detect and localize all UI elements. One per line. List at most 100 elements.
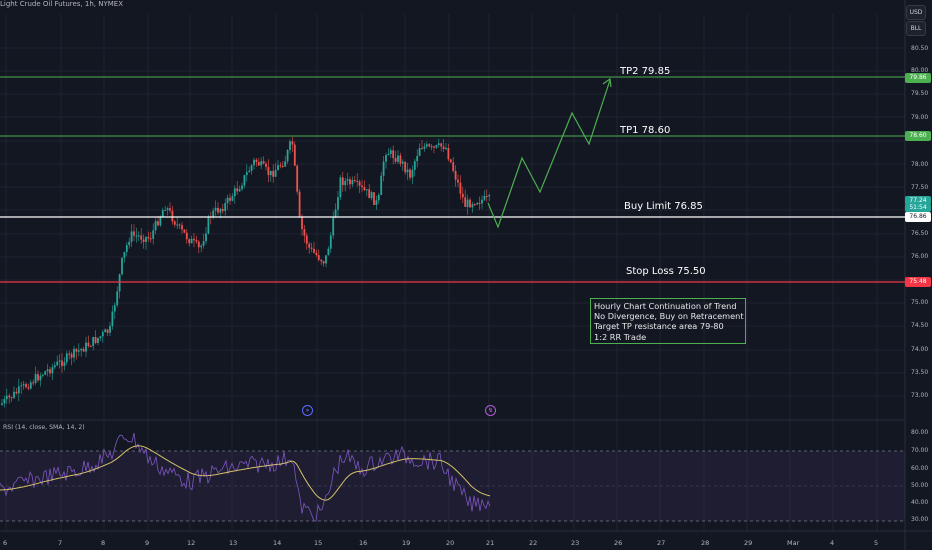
lightning-icon[interactable]: ↯ xyxy=(485,405,496,416)
tp2-label: TP2 79.85 xyxy=(620,66,671,77)
annotation-line: No Divergence, Buy on Retracement xyxy=(594,311,744,322)
candle-body xyxy=(46,369,49,372)
candle-body xyxy=(8,395,11,398)
candle-body xyxy=(219,208,222,213)
candle-body xyxy=(428,144,431,147)
candle-body xyxy=(1,403,3,405)
candle-body xyxy=(409,169,411,178)
candle-body xyxy=(473,204,476,206)
price-label: 74.50 xyxy=(911,322,929,329)
candle-body xyxy=(262,161,265,164)
candle-body xyxy=(99,336,102,338)
candle-body xyxy=(301,216,303,230)
candle-body xyxy=(238,189,241,192)
price-label: 78.00 xyxy=(911,161,929,168)
candle-body xyxy=(166,208,169,210)
candle-body xyxy=(413,161,416,170)
time-label: 19 xyxy=(402,539,411,547)
candle-body xyxy=(13,391,15,398)
time-label: 5 xyxy=(874,539,879,547)
candle-body xyxy=(329,235,332,249)
candle-body xyxy=(267,166,270,176)
candle-body xyxy=(197,241,200,248)
candle-body xyxy=(255,159,258,163)
candle-body xyxy=(344,180,347,185)
candle-body xyxy=(37,374,39,381)
candle-body xyxy=(27,387,30,389)
candle-body xyxy=(200,245,203,248)
candle-body xyxy=(32,382,35,384)
candle-body xyxy=(433,146,435,148)
candle-body xyxy=(485,195,488,197)
time-label: 28 xyxy=(701,539,710,547)
candle-body xyxy=(22,384,25,386)
candle-body xyxy=(454,170,457,180)
unit-button[interactable]: BLL xyxy=(906,21,926,36)
candle-body xyxy=(401,161,404,164)
price-label: 75.00 xyxy=(911,299,929,306)
candle-body xyxy=(164,209,167,211)
currency-button[interactable]: USD xyxy=(906,5,926,20)
candle-body xyxy=(272,170,275,177)
candle-body xyxy=(325,255,327,264)
candle-body xyxy=(265,163,267,167)
price-label: 73.50 xyxy=(911,369,929,376)
candle-body xyxy=(373,192,375,205)
candle-body xyxy=(368,189,371,199)
candle-body xyxy=(128,241,131,246)
time-label: 20 xyxy=(446,539,455,547)
time-label: 21 xyxy=(486,539,495,547)
candle-body xyxy=(135,235,138,237)
candle-body xyxy=(337,197,339,210)
candle-body xyxy=(305,235,308,244)
projection-path[interactable] xyxy=(487,79,611,229)
candle-body xyxy=(253,159,255,166)
candle-body xyxy=(85,342,87,352)
candle-body xyxy=(125,245,128,252)
candle-body xyxy=(61,360,63,366)
candle-body xyxy=(358,181,361,186)
candle-body xyxy=(87,342,90,347)
candle-body xyxy=(70,353,73,358)
price-label: 79.50 xyxy=(911,90,929,97)
last-price-tag: 77.24 xyxy=(905,196,931,205)
candle-body xyxy=(346,179,349,181)
candle-body xyxy=(351,180,354,185)
candle-body xyxy=(303,229,306,236)
candle-body xyxy=(226,197,229,204)
candle-body xyxy=(291,141,294,145)
candle-body xyxy=(130,231,133,242)
rsi-axis-label: 40.00 xyxy=(911,499,929,506)
candle-body xyxy=(308,243,311,248)
tp1-price-tag: 78.60 xyxy=(905,131,931,141)
candle-body xyxy=(332,217,335,236)
candle-body xyxy=(152,230,155,239)
candle-body xyxy=(440,143,443,147)
candle-body xyxy=(435,145,438,148)
rsi-axis-label: 80.00 xyxy=(911,429,929,436)
candle-body xyxy=(154,221,157,231)
candle-body xyxy=(284,161,287,167)
candle-body xyxy=(140,235,143,240)
candle-body xyxy=(279,165,282,167)
stop-loss-label: Stop Loss 75.50 xyxy=(626,266,706,277)
candle-body xyxy=(421,148,423,150)
candle-body xyxy=(106,329,109,333)
candle-body xyxy=(147,236,150,239)
candle-body xyxy=(353,180,356,182)
annotation-box[interactable]: Hourly Chart Continuation of Trend No Di… xyxy=(590,298,746,344)
candle-body xyxy=(425,144,428,147)
candle-body xyxy=(418,148,421,156)
candle-body xyxy=(3,399,6,404)
candle-body xyxy=(212,210,215,217)
candle-body xyxy=(65,353,68,363)
candle-body xyxy=(178,224,181,226)
candle-body xyxy=(15,391,18,394)
candle-body xyxy=(327,248,330,256)
candle-body xyxy=(339,177,342,198)
candle-body xyxy=(310,247,313,249)
candle-body xyxy=(457,179,459,183)
candle-body xyxy=(169,208,171,211)
fast-forward-icon[interactable]: » xyxy=(302,405,313,416)
